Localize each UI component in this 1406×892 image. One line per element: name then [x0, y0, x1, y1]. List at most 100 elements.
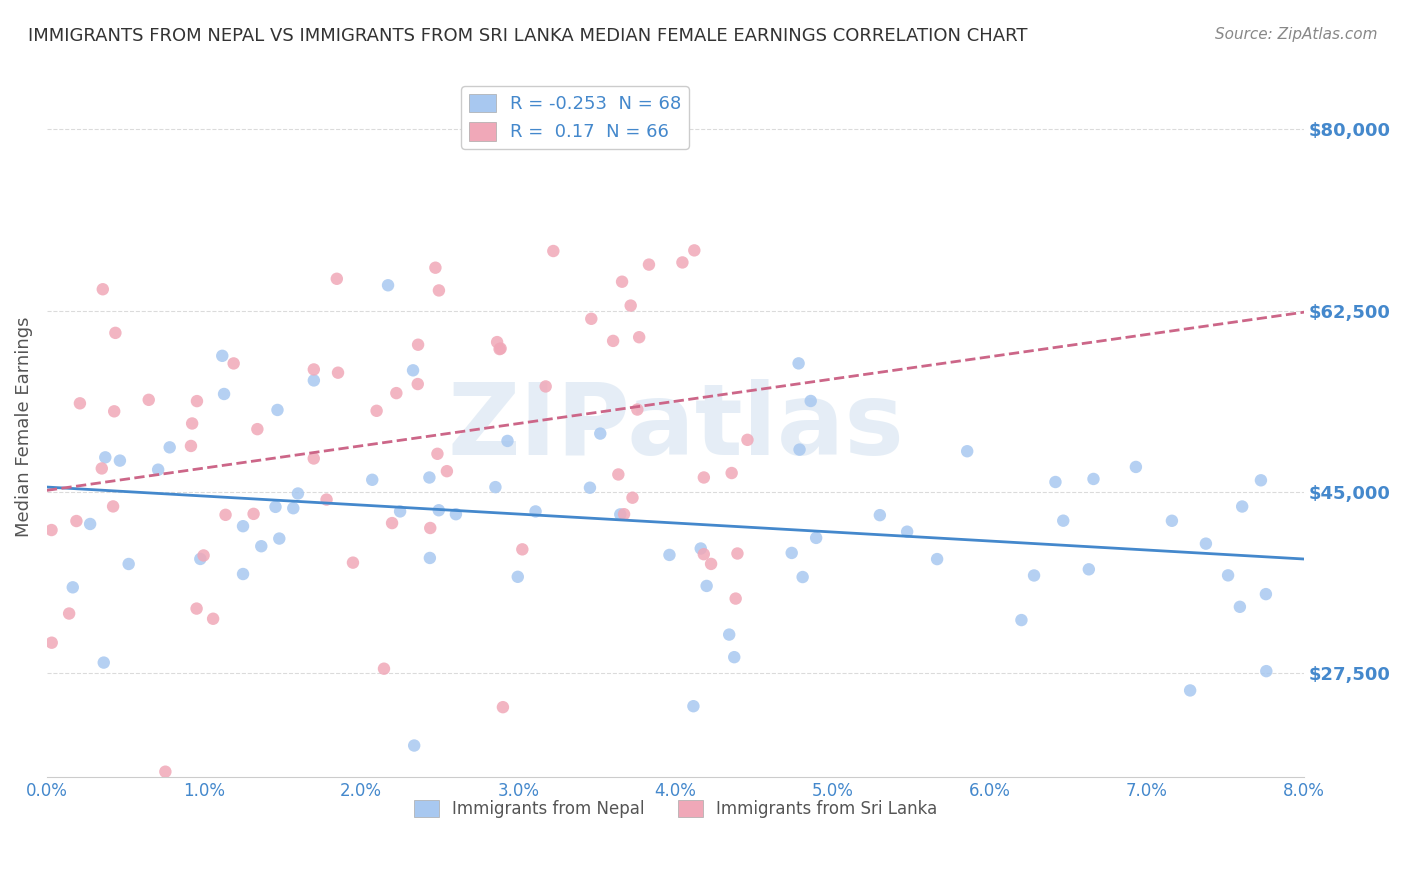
Point — [138, 392, 160, 407]
Point — [534, 379, 557, 393]
Point — [589, 426, 612, 441]
Legend: Immigrants from Nepal, Immigrants from Sri Lanka: Immigrants from Nepal, Immigrants from S… — [406, 793, 943, 824]
Point — [927, 552, 949, 566]
Point — [689, 541, 711, 556]
Point — [564, 102, 586, 116]
Point — [211, 349, 233, 363]
Point — [800, 394, 823, 409]
Point — [266, 403, 288, 417]
Point — [723, 650, 745, 665]
Point — [671, 255, 693, 269]
Point — [620, 299, 643, 313]
Point — [69, 396, 91, 410]
Point — [212, 387, 235, 401]
Point — [381, 516, 404, 530]
Point — [93, 656, 115, 670]
Text: Source: ZipAtlas.com: Source: ZipAtlas.com — [1215, 27, 1378, 42]
Point — [361, 473, 384, 487]
Point — [725, 547, 748, 561]
Point — [406, 377, 429, 392]
Point — [1250, 473, 1272, 487]
Point — [496, 434, 519, 448]
Point — [232, 567, 254, 582]
Point — [488, 342, 510, 356]
Point — [426, 447, 449, 461]
Point — [956, 444, 979, 458]
Point — [269, 532, 291, 546]
Point — [419, 521, 441, 535]
Point — [720, 466, 742, 480]
Point — [543, 244, 565, 258]
Point — [1229, 599, 1251, 614]
Point — [246, 422, 269, 436]
Point — [94, 450, 117, 465]
Point — [1077, 562, 1099, 576]
Point — [444, 507, 467, 521]
Point — [385, 386, 408, 401]
Point — [79, 516, 101, 531]
Point — [626, 402, 648, 417]
Point — [315, 492, 337, 507]
Point — [283, 501, 305, 516]
Point — [427, 503, 450, 517]
Point — [406, 337, 429, 351]
Point — [104, 326, 127, 340]
Point — [188, 552, 211, 566]
Point — [181, 417, 204, 431]
Point — [1083, 472, 1105, 486]
Point — [610, 275, 633, 289]
Point — [804, 531, 827, 545]
Point — [724, 591, 747, 606]
Point — [101, 500, 124, 514]
Point — [418, 470, 440, 484]
Point — [366, 404, 388, 418]
Point — [193, 549, 215, 563]
Point — [427, 284, 450, 298]
Point — [404, 739, 426, 753]
Point — [103, 404, 125, 418]
Point — [425, 260, 447, 275]
Point — [896, 524, 918, 539]
Point — [326, 366, 349, 380]
Point — [489, 342, 512, 356]
Point — [202, 612, 225, 626]
Point — [1178, 683, 1201, 698]
Point — [287, 486, 309, 500]
Point — [118, 557, 141, 571]
Point — [186, 394, 208, 409]
Point — [250, 539, 273, 553]
Point — [389, 504, 412, 518]
Point — [377, 278, 399, 293]
Point — [214, 508, 236, 522]
Point — [65, 514, 87, 528]
Point — [91, 282, 114, 296]
Point — [1045, 475, 1067, 489]
Point — [1125, 459, 1147, 474]
Point — [492, 700, 515, 714]
Point — [155, 764, 177, 779]
Point — [232, 519, 254, 533]
Point — [90, 461, 112, 475]
Point — [1254, 587, 1277, 601]
Point — [436, 464, 458, 478]
Point — [62, 580, 84, 594]
Point — [718, 627, 741, 641]
Point — [628, 330, 651, 344]
Point — [1216, 568, 1239, 582]
Text: IMMIGRANTS FROM NEPAL VS IMMIGRANTS FROM SRI LANKA MEDIAN FEMALE EARNINGS CORREL: IMMIGRANTS FROM NEPAL VS IMMIGRANTS FROM… — [28, 27, 1028, 45]
Point — [869, 508, 891, 523]
Point — [1052, 514, 1074, 528]
Point — [609, 508, 631, 522]
Point — [186, 601, 208, 615]
Point — [419, 551, 441, 566]
Point — [1161, 514, 1184, 528]
Point — [1230, 500, 1253, 514]
Point — [789, 442, 811, 457]
Point — [41, 636, 63, 650]
Point — [780, 546, 803, 560]
Point — [581, 311, 603, 326]
Point — [524, 504, 547, 518]
Point — [613, 507, 636, 521]
Text: ZIPatlas: ZIPatlas — [447, 378, 904, 475]
Point — [41, 523, 63, 537]
